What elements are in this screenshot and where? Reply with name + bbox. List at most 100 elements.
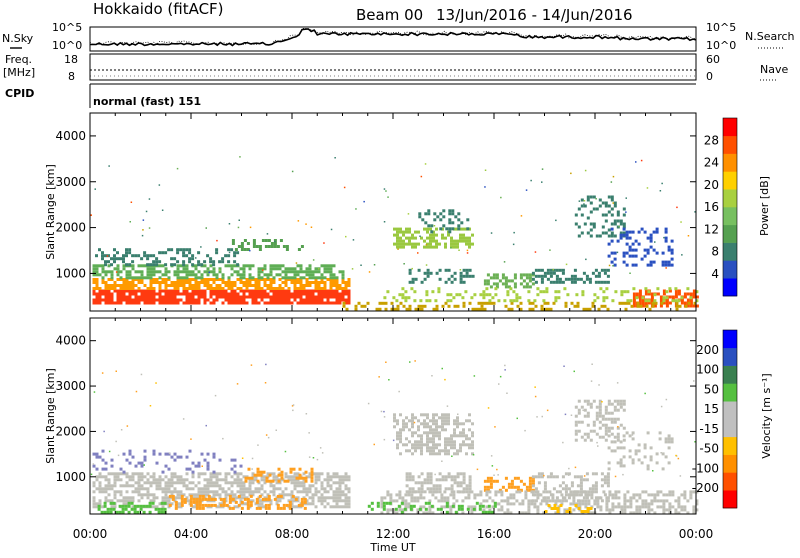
velocity-cell <box>537 475 541 479</box>
power-cell <box>188 278 192 281</box>
power-cell <box>643 254 647 258</box>
power-cell <box>332 292 336 296</box>
velocity-cell <box>404 505 408 509</box>
power-cell <box>332 289 336 293</box>
velocity-cell <box>488 496 492 500</box>
power-cell <box>236 287 240 290</box>
velocity-cell <box>605 502 609 506</box>
nave-label: Nave <box>760 63 788 76</box>
velocity-cell <box>326 484 330 488</box>
velocity-cell <box>486 479 490 483</box>
power-cell <box>426 271 430 275</box>
velocity-cell <box>122 502 126 506</box>
velocity-cell <box>164 493 168 497</box>
power-cell <box>125 284 129 287</box>
velocity-cell <box>151 501 155 505</box>
velocity-cell <box>180 503 184 507</box>
power-cell <box>119 292 123 296</box>
velocity-cell <box>462 487 466 491</box>
velocity-cell <box>506 502 510 506</box>
velocity-cell <box>455 499 459 503</box>
power-cell <box>575 293 579 297</box>
velocity-cell <box>501 485 505 489</box>
velocity-cell <box>426 478 430 482</box>
velocity-cell <box>260 484 264 488</box>
velocity-cell <box>622 426 626 430</box>
power-cell <box>622 260 626 264</box>
power-cell <box>434 299 438 303</box>
power-cell <box>632 298 636 302</box>
power-cell <box>116 284 120 287</box>
velocity-cell <box>429 419 432 423</box>
velocity-cell <box>462 434 465 438</box>
velocity-cell <box>300 503 304 507</box>
power-cell <box>242 289 246 293</box>
power-cell <box>317 284 321 287</box>
velocity-cell <box>695 499 699 503</box>
velocity-cell <box>314 490 318 494</box>
velocity-cell <box>164 452 168 456</box>
velocity-cell <box>239 478 243 482</box>
velocity-cell <box>317 475 321 479</box>
x-axis-label: Time UT <box>369 541 415 554</box>
power-cell <box>462 239 465 243</box>
power-cell <box>647 301 651 305</box>
power-cell <box>179 298 183 302</box>
power-cell <box>119 284 123 287</box>
velocity-cell <box>601 417 605 421</box>
power-scatter-point <box>407 213 410 215</box>
power-cell <box>451 221 455 225</box>
velocity-cell <box>137 478 141 482</box>
power-cell <box>689 304 693 308</box>
velocity-cell <box>606 475 610 479</box>
power-cell <box>635 292 639 296</box>
velocity-cell <box>194 493 198 497</box>
power-cell <box>182 267 186 271</box>
power-scatter-point <box>345 235 347 238</box>
power-cell <box>296 287 300 290</box>
velocity-cell <box>404 502 408 506</box>
velocity-cell <box>441 416 444 420</box>
velocity-cell <box>465 434 468 438</box>
velocity-cell <box>524 511 528 515</box>
power-cell <box>665 298 669 302</box>
velocity-cell <box>589 429 593 433</box>
power-cell <box>218 278 222 281</box>
velocity-cell <box>288 500 292 504</box>
velocity-scatter-point <box>117 454 120 457</box>
nsearch-label: N.Search <box>745 30 795 43</box>
velocity-cell <box>462 431 465 435</box>
colorbar-tick-label: 16 <box>704 200 719 214</box>
velocity-cell <box>326 475 330 479</box>
power-cell <box>441 304 445 308</box>
velocity-cell <box>549 472 553 476</box>
velocity-cell <box>338 481 342 485</box>
power-cell <box>212 292 216 296</box>
y-tick-label: 4000 <box>55 334 86 348</box>
velocity-cell <box>161 478 165 482</box>
velocity-cell <box>303 497 307 501</box>
power-cell <box>182 254 186 258</box>
power-scatter-point <box>239 156 241 158</box>
power-cell <box>458 293 462 297</box>
power-cell <box>137 287 141 290</box>
power-cell <box>200 292 204 296</box>
velocity-cell <box>607 429 611 433</box>
power-cell <box>299 276 303 280</box>
velocity-cell <box>127 501 131 505</box>
power-cell <box>646 236 650 240</box>
power-cell <box>636 304 640 308</box>
velocity-cell <box>405 425 408 429</box>
velocity-cell <box>302 472 306 476</box>
power-cell <box>317 270 321 274</box>
power-cell <box>462 304 466 308</box>
velocity-cell <box>577 420 581 424</box>
velocity-cell <box>290 505 294 509</box>
velocity-cell <box>441 449 444 453</box>
power-cell <box>101 278 105 281</box>
velocity-cell <box>188 481 192 485</box>
power-cell <box>167 276 171 280</box>
velocity-cell <box>296 496 300 500</box>
velocity-cell <box>622 464 626 468</box>
